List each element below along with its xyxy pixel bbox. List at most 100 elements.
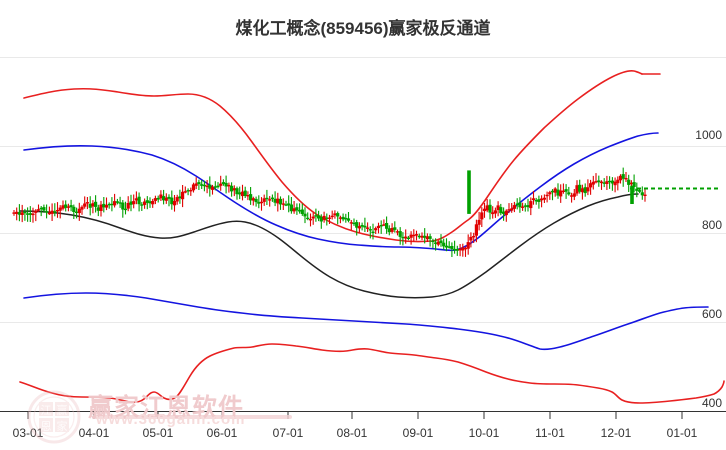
candle-body: [230, 185, 234, 192]
x-axis-label-11-01: 11-01: [535, 426, 565, 440]
candle-body: [330, 215, 334, 218]
x-axis-label-09-01: 09-01: [402, 426, 434, 440]
candle-body: [485, 205, 489, 211]
inner-band-lower-line: [23, 292, 709, 351]
candle-body: [529, 201, 533, 209]
candle-body: [246, 195, 250, 197]
candle-body: [417, 235, 421, 238]
candle-body: [336, 213, 340, 217]
candle-body: [118, 202, 122, 204]
candle-body: [243, 190, 247, 196]
candle-body: [502, 211, 506, 214]
candle-body: [540, 198, 544, 201]
candle-body: [469, 236, 473, 241]
y-axis-label-600: 600: [701, 307, 722, 321]
candle-body: [564, 189, 568, 192]
candle-body: [447, 246, 451, 248]
candle-body: [306, 217, 310, 220]
candle-body: [17, 212, 21, 215]
candle-body: [376, 225, 381, 228]
candle-body: [45, 211, 49, 213]
candle-body: [613, 181, 617, 186]
candle-body: [235, 188, 239, 195]
x-axis-label-01-01: 01-01: [666, 426, 698, 440]
candle-body: [583, 187, 587, 194]
candle-body: [262, 198, 266, 202]
candle-body: [548, 192, 552, 195]
candle-body: [265, 197, 269, 200]
candle-body: [635, 188, 639, 191]
x-axis: [0, 410, 726, 419]
candle-spike: [467, 170, 471, 214]
candle-body: [597, 180, 601, 183]
candle-body: [338, 217, 342, 219]
candle-body: [251, 198, 255, 201]
candle-body: [344, 217, 348, 220]
candle-body: [232, 188, 236, 191]
candle-body: [178, 196, 182, 199]
candle-body: [64, 204, 68, 208]
candle-body: [20, 212, 24, 215]
candle-body: [77, 208, 81, 214]
candle-body: [28, 213, 32, 215]
candle-body: [164, 197, 168, 201]
x-axis-label-06-01: 06-01: [206, 426, 238, 440]
candle-body: [608, 180, 612, 183]
chart-title: 煤化工概念(859456)赢家极反通道: [235, 19, 491, 38]
candle-body: [145, 200, 149, 203]
y-axis-label-800: 800: [701, 218, 722, 232]
candle-body: [50, 210, 54, 214]
candle-body: [159, 194, 163, 199]
candle-body: [75, 211, 79, 213]
candle-body: [205, 185, 209, 188]
grid-lines: [0, 57, 726, 323]
candle-body: [42, 207, 46, 211]
inner-band-upper-line: [23, 132, 659, 252]
candle-body: [300, 209, 304, 214]
candle-body: [319, 217, 323, 222]
candle-body: [55, 210, 60, 212]
candle-body: [371, 231, 375, 233]
candle-body: [249, 194, 253, 201]
candle-body: [170, 197, 174, 205]
candle-body: [238, 192, 242, 195]
candle-body: [638, 190, 642, 192]
candle-body: [219, 183, 223, 186]
candle-body: [482, 208, 487, 212]
candle-body: [589, 183, 593, 188]
candle-body: [85, 202, 89, 204]
candle-body: [463, 247, 468, 250]
candle-body: [431, 240, 435, 242]
candle-body: [346, 218, 351, 221]
candlestick-series: [12, 167, 647, 257]
candle-body: [474, 224, 478, 236]
x-axis-label-07-01: 07-01: [272, 426, 304, 440]
candle-body: [409, 234, 413, 238]
candle-body: [175, 197, 179, 202]
candle-body: [526, 205, 530, 208]
candle-body: [406, 237, 410, 239]
candle-body: [208, 184, 212, 189]
candle-body: [104, 205, 109, 208]
candle-body: [281, 203, 285, 205]
candle-body: [420, 235, 424, 238]
candle-body: [39, 207, 43, 210]
candle-body: [308, 219, 313, 221]
candle-body: [643, 194, 647, 196]
candle-body: [36, 209, 41, 211]
candle-body: [512, 205, 516, 209]
candle-body: [556, 189, 560, 196]
candle-body: [395, 231, 400, 233]
candle-body: [428, 236, 432, 239]
candle-body: [414, 234, 419, 236]
candle-body: [531, 198, 536, 201]
candle-body: [137, 196, 141, 205]
candle-body: [12, 212, 16, 214]
candle-body: [167, 196, 171, 199]
candle-body: [586, 187, 590, 192]
candle-body: [121, 202, 125, 210]
candle-body: [480, 212, 484, 220]
candle-body: [194, 183, 198, 186]
candle-body: [493, 210, 497, 214]
candle-body: [129, 201, 133, 205]
